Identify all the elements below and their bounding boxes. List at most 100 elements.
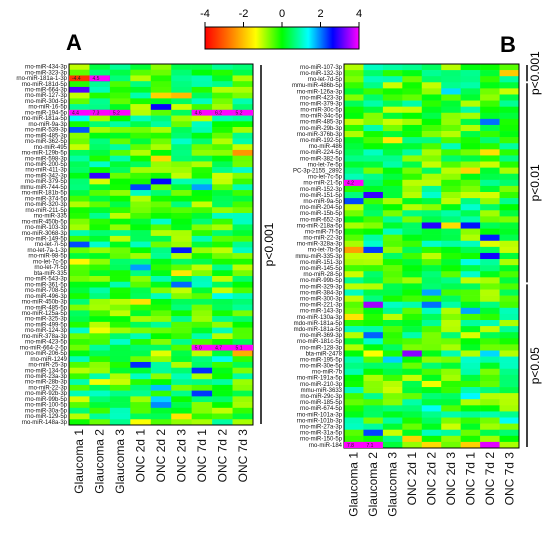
cell-value-label: 7.8 <box>347 443 354 449</box>
heatmap-cell <box>109 327 131 334</box>
heatmap-cell <box>212 64 233 71</box>
heatmap-cell <box>232 195 254 202</box>
heatmap-cell <box>109 69 131 76</box>
heatmap-cell <box>363 356 384 363</box>
heatmap-cell <box>130 75 152 82</box>
heatmap-cell <box>212 281 233 288</box>
heatmap-cell <box>421 124 442 132</box>
heatmap-cell <box>363 204 384 211</box>
heatmap-cell <box>344 380 364 388</box>
heatmap-cell <box>109 258 131 265</box>
heatmap-cell <box>171 258 192 265</box>
heatmap-cell <box>363 326 384 333</box>
heatmap-cell <box>441 82 461 89</box>
highlight-cell <box>191 109 213 116</box>
heatmap-cell <box>402 100 423 107</box>
heatmap-cell <box>441 368 461 376</box>
heatmap-cell <box>171 69 192 76</box>
heatmap-cell <box>89 172 111 179</box>
heatmap-cell <box>480 259 500 266</box>
heatmap-cell <box>421 252 442 260</box>
heatmap-cell <box>232 396 254 403</box>
heatmap-cell <box>130 178 152 185</box>
heatmap-cell <box>480 441 500 449</box>
heatmap-cell <box>212 178 233 185</box>
heatmap-cell <box>441 70 461 77</box>
heatmap-cell <box>480 393 500 400</box>
row-label: rno-miR-328a-3p <box>297 242 343 248</box>
heatmap-cell <box>109 81 131 88</box>
heatmap-cell <box>344 106 364 114</box>
heatmap-cell <box>89 287 111 294</box>
heatmap-cell <box>499 222 520 229</box>
heatmap-cell <box>344 374 364 382</box>
heatmap-cell <box>344 295 364 303</box>
heatmap-cell <box>363 210 384 217</box>
heatmap-cell <box>191 92 213 99</box>
heatmap-cell <box>69 310 90 317</box>
heatmap-cell <box>171 281 192 288</box>
heatmap-cell <box>363 289 384 296</box>
heatmap-cell <box>363 338 384 345</box>
heatmap-cell <box>150 86 172 93</box>
heatmap-cell <box>402 131 423 138</box>
heatmap-cell <box>191 241 213 248</box>
row-label: rno-miR-434-3p <box>25 65 68 71</box>
column-label: ONC 7d 1 <box>463 452 477 506</box>
heatmap-cell <box>499 277 520 284</box>
heatmap-cell <box>382 149 403 156</box>
heatmap-cell <box>499 149 520 156</box>
heatmap-cell <box>441 283 461 290</box>
heatmap-cell <box>212 373 233 380</box>
heatmap-cell <box>171 178 192 185</box>
heatmap-cell <box>402 185 423 193</box>
column-label: Glaucoma 1 <box>72 429 86 494</box>
heatmap-cell <box>150 172 172 179</box>
heatmap-cell <box>382 399 403 406</box>
row-label: rno-miR-369-3p <box>300 333 343 339</box>
column-label: ONC 7d 2 <box>483 452 497 506</box>
heatmap-cell <box>499 210 520 217</box>
heatmap-cell <box>191 127 213 134</box>
row-label: rno-miR-379-3p <box>300 101 343 107</box>
row-label: rno-miR-191a-5p <box>297 376 343 382</box>
heatmap-cell <box>191 298 213 305</box>
heatmap-cell <box>232 144 254 151</box>
heatmap-cell <box>89 178 111 185</box>
heatmap-cell <box>402 271 423 278</box>
heatmap-cell <box>89 195 111 202</box>
heatmap-cell <box>344 192 364 199</box>
row-label: rno-miR-335 <box>34 214 68 220</box>
colorbar-tick-label: -2 <box>239 8 249 20</box>
heatmap-cell <box>363 185 384 193</box>
heatmap-cell <box>363 240 384 248</box>
heatmap-cell <box>171 407 192 414</box>
row-label: rno-miR-325-3p <box>25 317 68 323</box>
heatmap-cell <box>382 429 403 437</box>
row-label: rno-miR-411-3p <box>25 168 67 174</box>
heatmap-cell <box>150 402 172 409</box>
heatmap-cell <box>150 121 172 128</box>
heatmap-cell <box>69 184 90 191</box>
heatmap-cell <box>460 106 481 114</box>
heatmap-cell <box>421 399 442 406</box>
heatmap-cell <box>441 185 461 193</box>
heatmap-cell <box>130 304 152 311</box>
heatmap-cell <box>171 149 192 156</box>
heatmap-cell <box>171 184 192 191</box>
row-label: rno-miR-224-5p <box>300 150 343 156</box>
heatmap-cell <box>460 70 481 77</box>
heatmap-cell <box>89 86 111 93</box>
column-label: ONC 7d 3 <box>502 452 516 506</box>
row-label: rno-miR-323-3p <box>25 70 68 76</box>
heatmap-cell <box>421 332 442 339</box>
heatmap-cell <box>460 307 481 315</box>
heatmap-cell <box>130 115 152 122</box>
heatmap-cell <box>460 399 481 406</box>
column-label: Glaucoma 2 <box>366 452 380 517</box>
heatmap-cell <box>480 204 500 211</box>
heatmap-cell <box>69 92 90 99</box>
heatmap-cell <box>232 310 254 317</box>
heatmap-cell <box>344 100 364 107</box>
heatmap-cell <box>212 379 233 386</box>
